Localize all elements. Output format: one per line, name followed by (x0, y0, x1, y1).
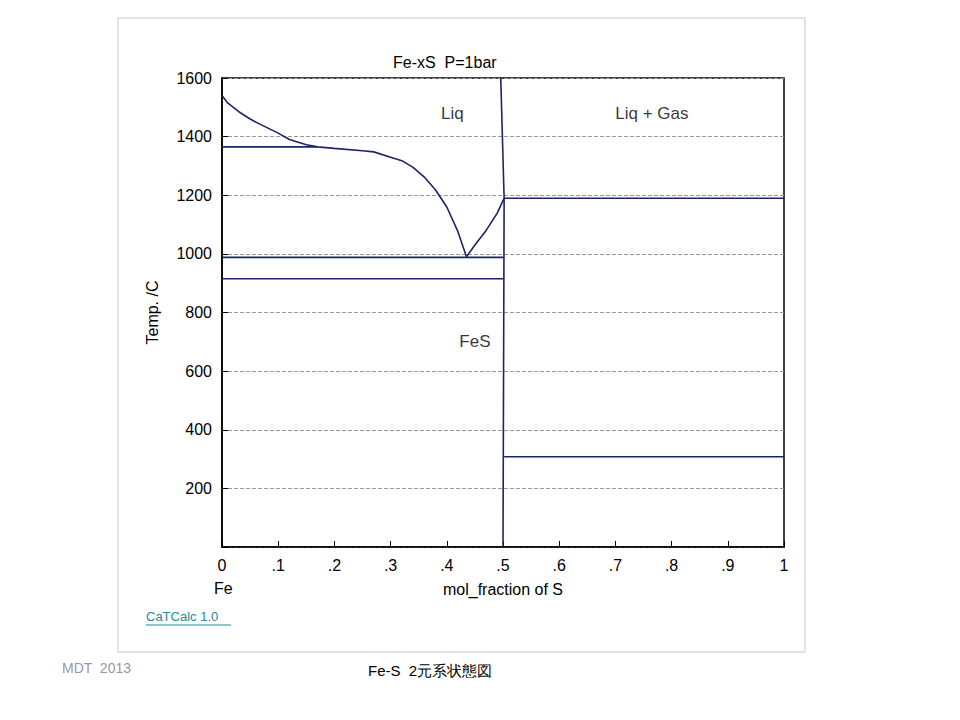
svg-text:Temp. /C: Temp. /C (144, 280, 161, 344)
svg-text:.5: .5 (496, 557, 509, 574)
svg-text:1200: 1200 (176, 187, 212, 204)
svg-text:Fe-xS P=1bar: Fe-xS P=1bar (393, 54, 497, 71)
svg-text:800: 800 (185, 304, 212, 321)
svg-text:0: 0 (218, 557, 227, 574)
svg-text:Fe: Fe (214, 580, 233, 597)
svg-text:400: 400 (185, 421, 212, 438)
svg-text:Liq: Liq (441, 104, 464, 123)
svg-text:mol_fraction of S: mol_fraction of S (443, 581, 563, 599)
svg-text:Liq + Gas: Liq + Gas (615, 104, 688, 123)
svg-text:.1: .1 (272, 557, 285, 574)
svg-text:1600: 1600 (176, 70, 212, 87)
svg-text:MDT 2013: MDT 2013 (62, 660, 131, 676)
svg-text:Fe-S 2元系状態図: Fe-S 2元系状態図 (368, 662, 492, 679)
svg-text:1400: 1400 (176, 128, 212, 145)
svg-text:200: 200 (185, 480, 212, 497)
svg-text:1000: 1000 (176, 245, 212, 262)
svg-text:.2: .2 (328, 557, 341, 574)
svg-text:.7: .7 (609, 557, 622, 574)
svg-text:.9: .9 (721, 557, 734, 574)
svg-text:FeS: FeS (459, 332, 490, 351)
svg-text:CaTCalc 1.0: CaTCalc 1.0 (146, 609, 218, 624)
svg-text:.6: .6 (553, 557, 566, 574)
svg-text:.4: .4 (440, 557, 453, 574)
svg-text:.3: .3 (384, 557, 397, 574)
svg-text:1: 1 (780, 557, 789, 574)
svg-text:.8: .8 (665, 557, 678, 574)
svg-text:600: 600 (185, 363, 212, 380)
